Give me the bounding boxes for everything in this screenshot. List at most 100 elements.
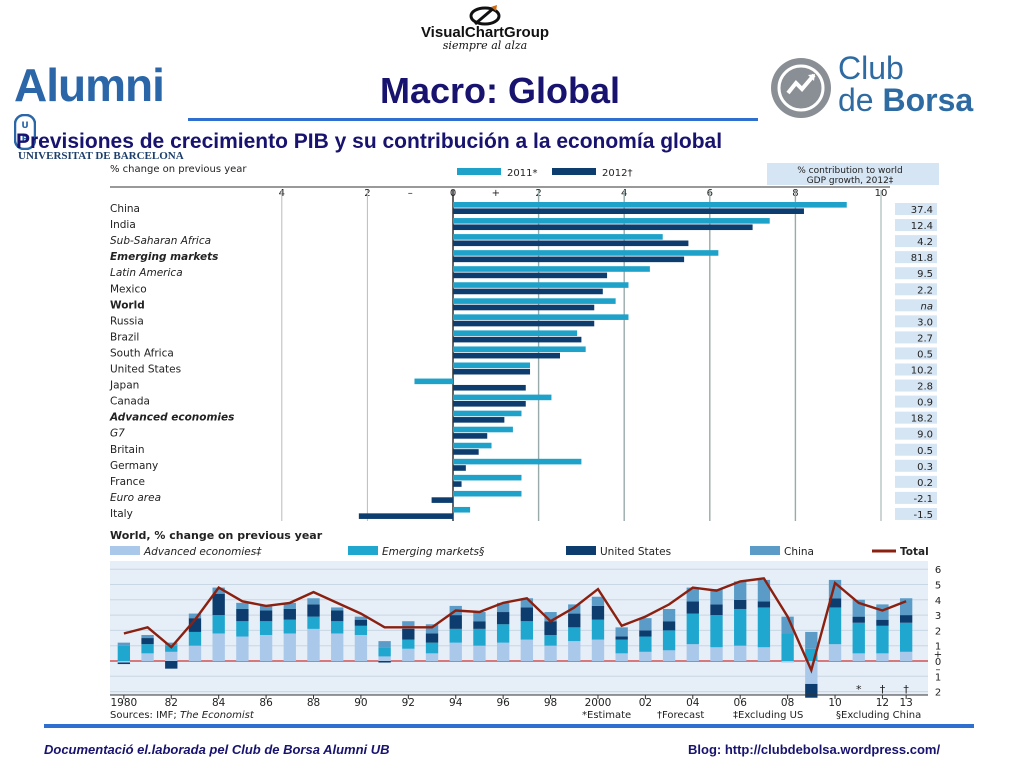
bottom-y-tick-label: 2 (935, 688, 941, 699)
bottom-legend-swatch (110, 546, 140, 555)
stacked-bar-segment (165, 651, 178, 661)
legend-label-2011: 2011* (507, 168, 537, 179)
visualchartgroup-logo: VisualChartGroup siempre al alza (380, 4, 590, 56)
category-label: Mexico (110, 283, 147, 295)
bottom-chart-title: World, % change on previous year (110, 529, 323, 542)
bottom-legend-swatch (348, 546, 378, 555)
bar-2012 (453, 288, 603, 295)
stacked-bar-segment (141, 634, 154, 639)
stacked-bar-segment (662, 608, 676, 622)
category-label: China (110, 203, 140, 215)
footer-blog-link[interactable]: Blog: http://clubdebolsa.wordpress.com/ (688, 742, 941, 757)
stacked-bar-segment (710, 647, 723, 661)
stacked-bar-segment (781, 661, 794, 663)
stacked-bar-segment (117, 642, 131, 646)
bottom-y-tick-label: 1 (935, 642, 941, 653)
stacked-bar-segment (473, 645, 486, 661)
stacked-bar-segment (331, 621, 344, 634)
bar-2011 (453, 426, 513, 433)
contribution-cell-bg (895, 491, 937, 504)
contribution-value: na (921, 301, 933, 312)
top-x-tick-label: + (492, 188, 500, 199)
bottom-legend-label: Advanced economies‡ (143, 546, 262, 558)
contribution-cell-bg (895, 315, 937, 328)
contribution-cell-bg (895, 427, 937, 440)
stacked-bar-segment (852, 653, 865, 661)
stacked-bar-segment (734, 581, 747, 600)
brand-tagline: siempre al alza (442, 39, 528, 52)
stacked-bar-segment (236, 608, 249, 622)
stacked-bar-segment (236, 602, 249, 609)
bottom-x-tick-label: 82 (165, 697, 178, 709)
bottom-x-tick-label: 04 (686, 697, 700, 709)
contribution-value: 37.4 (911, 205, 933, 216)
contribution-header-line1: % contribution to world (797, 166, 903, 176)
stacked-bar-segment (212, 593, 225, 616)
club-de-borsa-logo: Club de Borsa (768, 51, 988, 121)
stacked-bar-segment (876, 619, 889, 626)
stacked-bar-segment (425, 624, 439, 634)
stacked-bar-segment (639, 618, 652, 631)
stacked-bar-segment (686, 644, 699, 661)
stacked-bar-segment (710, 615, 723, 648)
stacked-bar-segment (402, 628, 415, 640)
bar-2012 (453, 224, 753, 231)
stacked-bar-segment (236, 621, 249, 637)
stacked-bar-segment (615, 627, 628, 637)
visualchartgroup-mark-icon (469, 5, 501, 26)
top-x-tick-label: – (408, 188, 413, 199)
contribution-cell-bg (895, 251, 937, 264)
stacked-bar-segment (354, 634, 368, 661)
bottom-y-tick-label: 6 (935, 565, 941, 576)
stacked-bar-segment (876, 653, 889, 661)
total-growth-line (123, 577, 907, 674)
category-label: Japan (109, 380, 139, 392)
bottom-x-tick-label: 84 (212, 697, 226, 709)
stacked-bar-segment (307, 604, 320, 617)
bar-2012 (453, 368, 531, 375)
bar-2011 (453, 282, 629, 288)
stacked-bar-segment (544, 621, 557, 635)
alumni-wordmark: Alumni (14, 59, 165, 111)
contribution-cell-bg (895, 411, 937, 424)
stacked-bar-segment (662, 621, 676, 631)
stacked-bar-segment (236, 636, 249, 661)
stacked-bar-segment (307, 616, 320, 629)
bottom-x-tick-label: 06 (734, 697, 748, 709)
stacked-bar-segment (283, 608, 296, 620)
contribution-cell-bg (895, 459, 937, 472)
category-label: France (110, 476, 145, 488)
bottom-x-tick-label: 98 (544, 697, 557, 709)
stacked-bar-segment (828, 644, 842, 661)
borsa-word: Borsa (882, 82, 974, 118)
stacked-bar-segment (307, 598, 320, 605)
contribution-header-bg (767, 163, 939, 185)
contribution-value: 3.0 (917, 317, 933, 328)
stacked-bar-segment (520, 621, 534, 640)
contribution-value: 2.7 (917, 333, 933, 344)
stacked-bar-segment (259, 610, 273, 622)
chart-footnote: §Excluding China (836, 710, 921, 721)
stacked-bar-segment (165, 645, 178, 652)
stacked-bar-segment (141, 644, 154, 654)
stacked-bar-segment (520, 598, 534, 608)
stacked-bar-segment (520, 639, 534, 661)
category-label: Britain (110, 444, 145, 456)
contribution-value: 2.2 (917, 285, 933, 296)
stacked-bar-segment (544, 612, 557, 622)
stacked-bar-segment (378, 647, 391, 657)
stacked-bar-segment (378, 661, 391, 663)
contribution-cell-bg (895, 299, 937, 312)
stacked-bar-segment (805, 683, 818, 698)
bottom-legend-label: United States (600, 546, 671, 558)
slide-subtitle: Previsiones de crecimiento PIB y su cont… (16, 130, 723, 153)
contribution-value: 9.5 (917, 269, 933, 280)
stacked-bar-segment (473, 628, 486, 646)
source-publication: The Economist (180, 710, 255, 721)
stacked-bar-segment (307, 628, 320, 661)
bar-2011 (453, 362, 531, 369)
stacked-bar-segment (852, 622, 865, 654)
stacked-bar-segment (165, 642, 178, 646)
contribution-header-line2: GDP growth, 2012‡ (807, 176, 894, 186)
top-chart-axis-caption: % change on previous year (110, 164, 247, 175)
